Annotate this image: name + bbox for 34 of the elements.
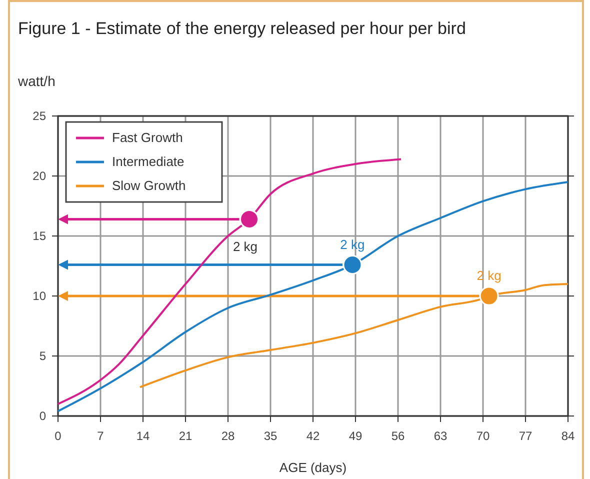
x-tick-label: 0 [54, 429, 62, 443]
x-tick-label: 7 [97, 429, 104, 443]
x-tick-label: 77 [518, 429, 532, 443]
x-tick-label: 56 [391, 429, 405, 443]
y-tick-label: 5 [39, 349, 46, 363]
annotation: 2 kg [232, 239, 258, 254]
y-tick-label: 20 [32, 169, 46, 183]
x-tick-label: 84 [561, 429, 575, 443]
x-tick-label: 63 [434, 429, 448, 443]
y-tick-label: 15 [32, 229, 46, 243]
x-tick-label: 35 [264, 429, 278, 443]
y-tick-label: 0 [39, 409, 46, 423]
line-series [57, 181, 569, 412]
y-axis-title: watt/h [17, 73, 56, 89]
point [240, 209, 259, 229]
legend-label: Slow Growth [112, 178, 186, 193]
x-tick-label: 14 [136, 429, 150, 443]
chart-title: Figure 1 - Estimate of the energy released per hour per bird [18, 19, 466, 38]
x-tick-label: 28 [221, 429, 235, 443]
x-tick-label: 42 [306, 429, 320, 443]
point [479, 286, 499, 306]
legend-label: Intermediate [112, 154, 184, 169]
y-tick-label: 10 [32, 289, 46, 303]
x-tick-label: 49 [348, 429, 362, 443]
x-axis-title: AGE (days) [279, 460, 347, 475]
x-tick-label: 70 [476, 429, 490, 443]
point [342, 255, 362, 275]
line-series [138, 283, 569, 388]
annotation: 2 kg [476, 268, 502, 283]
y-tick-label: 25 [32, 109, 46, 123]
x-tick-label: 21 [178, 429, 192, 443]
legend-label: Fast Growth [112, 130, 183, 145]
annotation: 2 kg [340, 236, 365, 252]
line-series [57, 158, 402, 405]
